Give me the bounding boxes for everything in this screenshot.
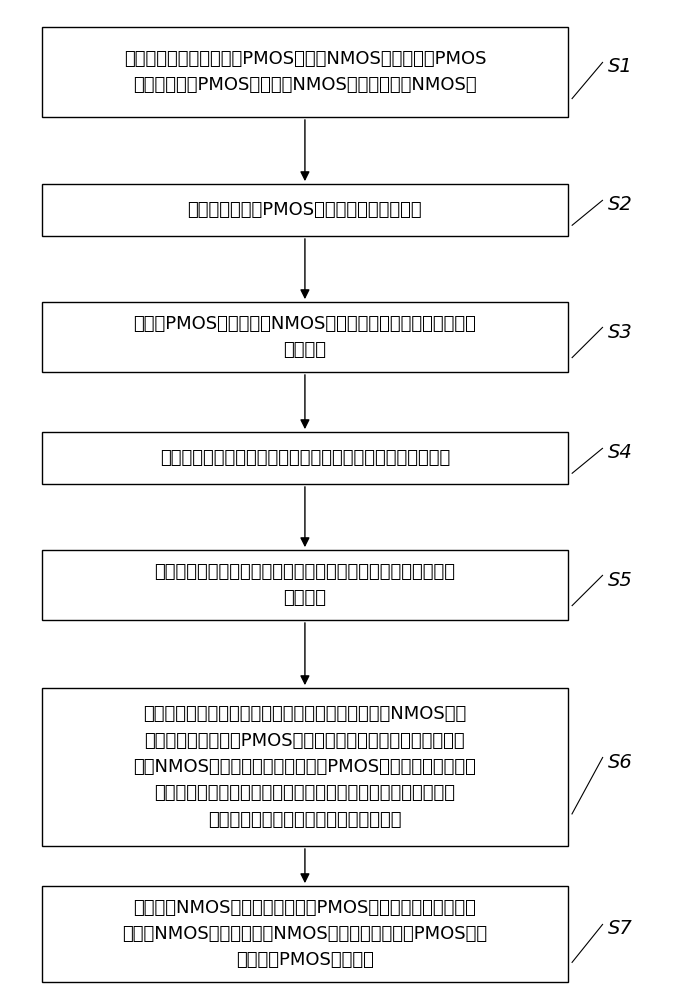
Text: S4: S4 — [608, 444, 633, 462]
FancyBboxPatch shape — [42, 184, 568, 236]
FancyBboxPatch shape — [42, 550, 568, 620]
FancyBboxPatch shape — [42, 302, 568, 372]
Text: 提供基底，所述基底包括PMOS区域和NMOS区域，所述PMOS
区域用于形成PMOS管，所述NMOS区域用于形成NMOS管: 提供基底，所述基底包括PMOS区域和NMOS区域，所述PMOS 区域用于形成PM… — [123, 50, 486, 94]
FancyBboxPatch shape — [42, 27, 568, 117]
Text: 刻蚀以去除所述第一掩模层、所述第二掩模层、所述NMOS区域
的鳍片材料层及所述PMOS区域的部分厚度的鳍片材料层，以使
所述NMOS区域的基底的顶面与所述PMO: 刻蚀以去除所述第一掩模层、所述第二掩模层、所述NMOS区域 的鳍片材料层及所述P… — [134, 705, 476, 829]
Text: S6: S6 — [608, 752, 633, 772]
Text: S3: S3 — [608, 322, 633, 342]
Text: S2: S2 — [608, 196, 633, 215]
Text: 刻蚀以去除所述PMOS区域的基底的部分厚度: 刻蚀以去除所述PMOS区域的基底的部分厚度 — [188, 201, 422, 219]
FancyBboxPatch shape — [42, 886, 568, 982]
FancyBboxPatch shape — [42, 688, 568, 846]
Text: 以所述第一掩模层为研磨停止层，研磨以去除部分厚度的所述第
二掩模层: 以所述第一掩模层为研磨停止层，研磨以去除部分厚度的所述第 二掩模层 — [155, 563, 455, 607]
Text: S5: S5 — [608, 570, 633, 589]
Text: 在所述PMOS区域和所述NMOS区域的所述基底上保形地形成鳍
片材料层: 在所述PMOS区域和所述NMOS区域的所述基底上保形地形成鳍 片材料层 — [134, 315, 476, 359]
Text: S7: S7 — [608, 920, 633, 938]
Text: 在所述鳍片材料层上依次保形地形成第一掩模层和第二掩模层: 在所述鳍片材料层上依次保形地形成第一掩模层和第二掩模层 — [160, 449, 450, 467]
Text: 刻蚀所述NMOS区域的基底和所述PMOS区域的鳍片材料层，以
在所述NMOS区域形成所述NMOS管的鳍片及在所述PMOS区域
形成所述PMOS管的鳍片: 刻蚀所述NMOS区域的基底和所述PMOS区域的鳍片材料层，以 在所述NMOS区域… — [123, 899, 487, 969]
FancyBboxPatch shape — [42, 432, 568, 484]
Text: S1: S1 — [608, 57, 633, 77]
